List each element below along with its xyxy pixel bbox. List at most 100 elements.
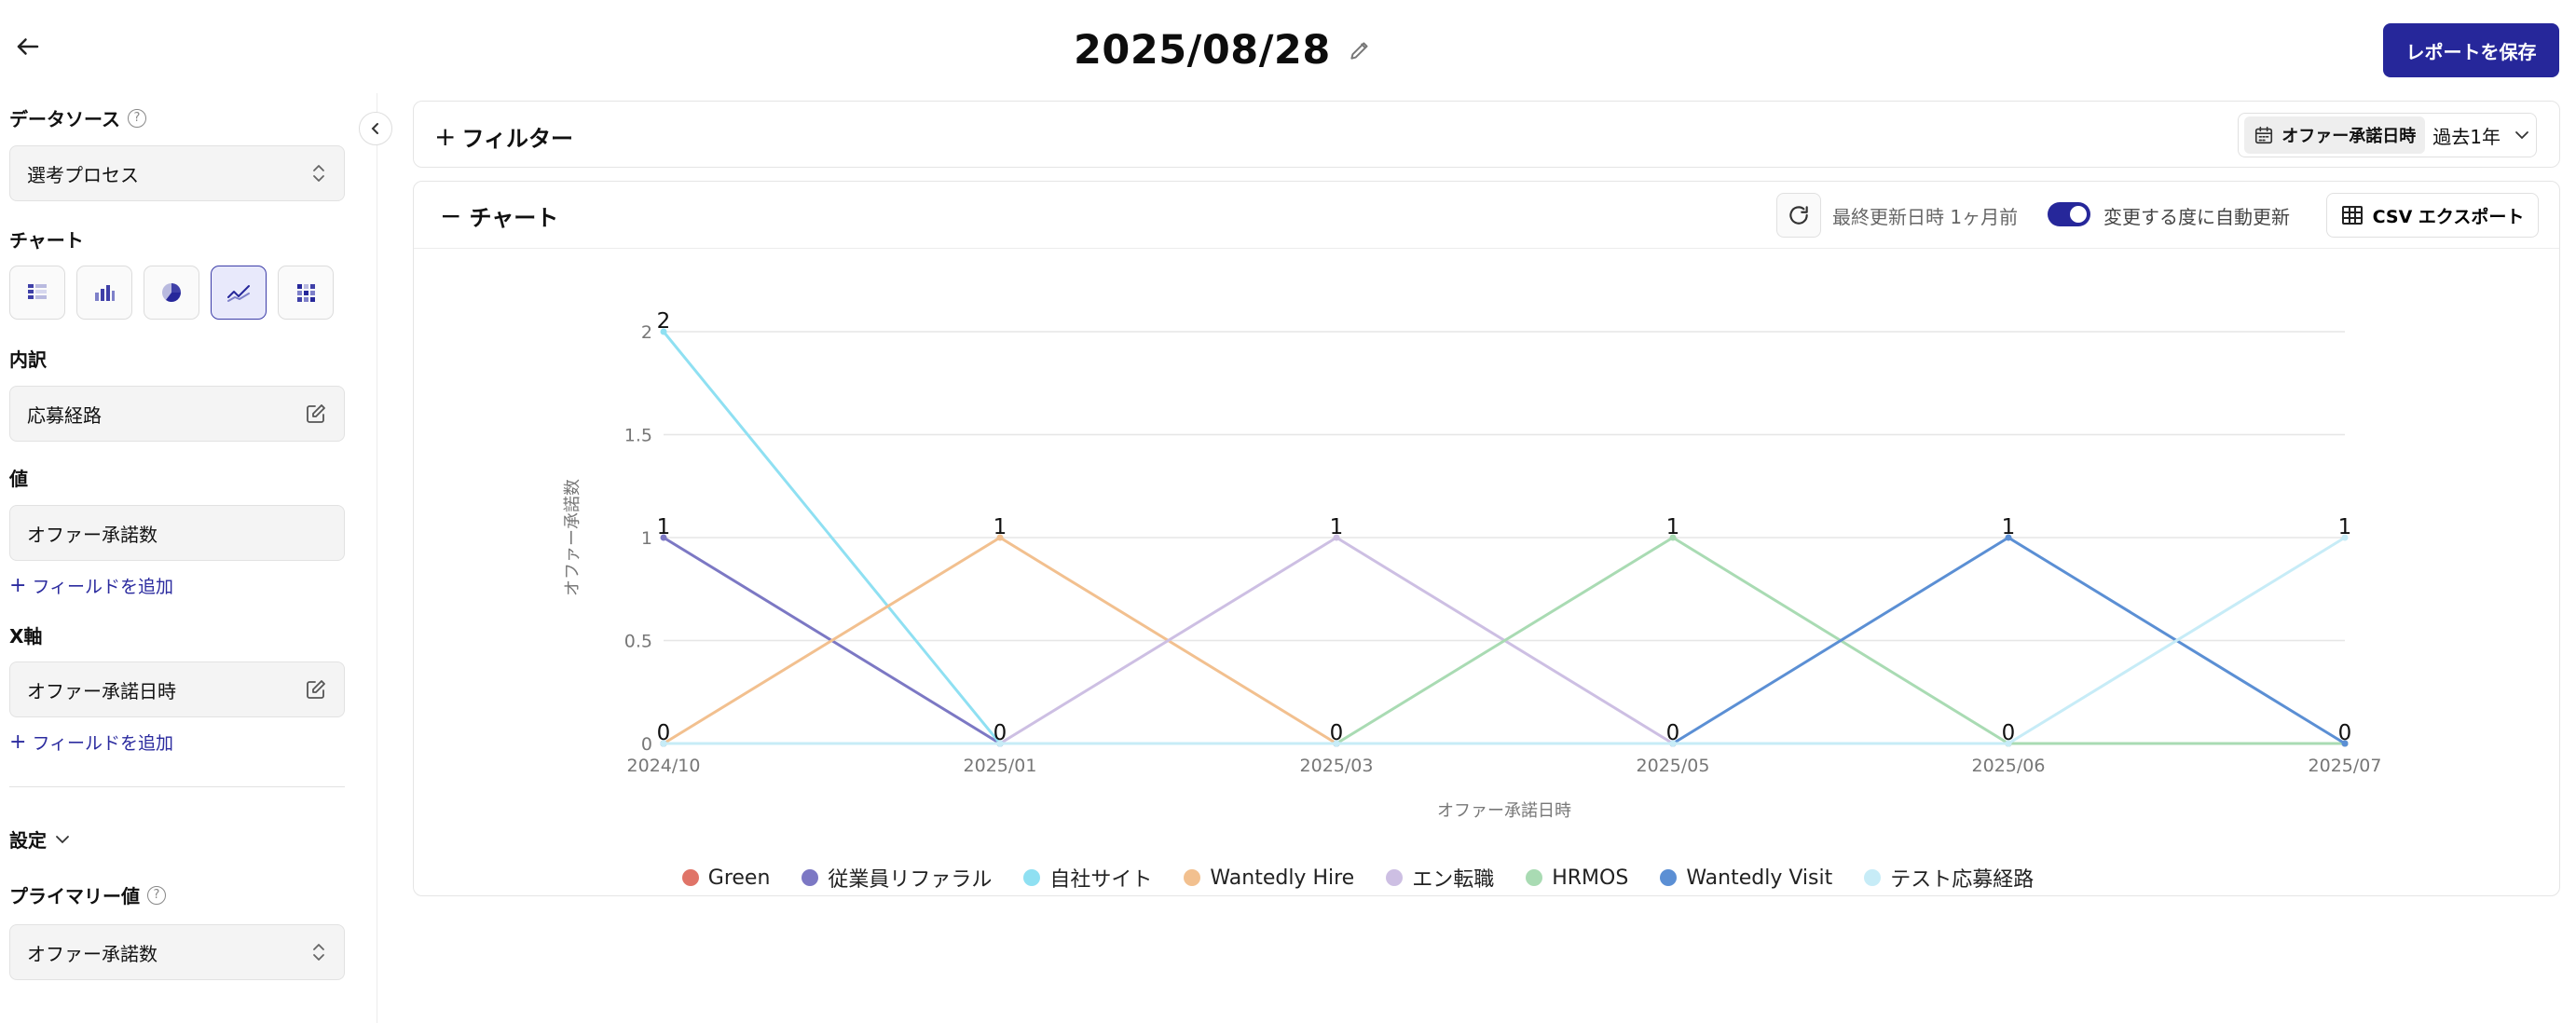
chart-type-table-button[interactable] xyxy=(9,266,65,320)
value-label: 値 xyxy=(9,468,28,490)
breakdown-field[interactable]: 応募経路 xyxy=(9,386,345,442)
breakdown-value: 応募経路 xyxy=(27,403,102,427)
legend-item[interactable]: Green xyxy=(681,863,770,893)
data-point xyxy=(660,534,667,541)
date-field-label: オファー承諾日時 xyxy=(2281,127,2417,146)
auto-update-toggle[interactable] xyxy=(2048,202,2090,226)
chart-type-heatmap-button[interactable] xyxy=(278,266,334,320)
data-label: 1 xyxy=(2338,515,2352,539)
settings-toggle[interactable]: 設定 xyxy=(9,825,71,852)
chart-panel: − チャート 最終更新日時 1ヶ月前 変更する度に自動更新 CSV エクスポート xyxy=(413,181,2560,896)
legend-color-dot xyxy=(1023,869,1041,886)
edit-title-button[interactable] xyxy=(1348,38,1372,62)
chevron-down-icon xyxy=(56,835,69,843)
legend-item[interactable]: 自社サイト xyxy=(1023,863,1152,893)
legend-color-dot xyxy=(1660,869,1678,886)
edit-icon xyxy=(307,680,325,699)
collapse-sidebar-button[interactable] xyxy=(359,112,392,145)
date-field-chip[interactable]: オファー承諾日時 xyxy=(2244,116,2426,154)
data-point xyxy=(1669,534,1677,541)
last-updated-text: 最終更新日時 1ヶ月前 xyxy=(1832,206,2019,228)
refresh-button[interactable] xyxy=(1776,193,1821,238)
help-icon[interactable]: ? xyxy=(128,108,146,128)
filter-label: フィルター xyxy=(461,126,573,152)
legend-label: テスト応募経路 xyxy=(1890,868,2035,892)
data-label: 1 xyxy=(1666,515,1680,539)
help-icon[interactable]: ? xyxy=(147,885,166,905)
x-tick-label: 2025/06 xyxy=(1972,756,2046,776)
data-point xyxy=(1333,534,1340,541)
table-icon xyxy=(2341,206,2363,225)
chart-label: チャート xyxy=(9,229,84,252)
csv-export-button[interactable]: CSV エクスポート xyxy=(2326,193,2539,238)
chart-legend: Green 従業員リファラル 自社サイト Wantedly Hire エン転職 HRMOS… xyxy=(0,863,2576,893)
x-axis-label: オファー承諾日時 xyxy=(1437,801,1571,821)
date-range-value: 過去1年 xyxy=(2432,125,2501,148)
plus-icon: + xyxy=(9,730,27,754)
x-tick-label: 2024/10 xyxy=(627,756,701,776)
legend-color-dot xyxy=(1184,869,1201,886)
back-button[interactable] xyxy=(7,26,48,67)
add-value-field-link[interactable]: + フィールドを追加 xyxy=(9,573,173,598)
table-chart-icon xyxy=(28,284,47,299)
xaxis-field[interactable]: オファー承諾日時 xyxy=(9,662,345,717)
data-label: 0 xyxy=(657,721,671,745)
auto-update-label: 変更する度に自動更新 xyxy=(2103,206,2290,228)
legend-item[interactable]: HRMOS xyxy=(1526,863,1628,893)
datasource-section-label: データソース ? xyxy=(9,104,146,131)
add-field-label: フィールドを追加 xyxy=(32,577,174,597)
chevron-down-icon xyxy=(2515,131,2528,140)
toggle-knob xyxy=(2070,206,2087,223)
chart-type-selector xyxy=(9,266,334,320)
add-xaxis-field-link[interactable]: + フィールドを追加 xyxy=(9,730,173,755)
legend-label: エン転職 xyxy=(1412,868,1495,892)
refresh-icon xyxy=(1789,206,1808,225)
chart-type-line-button[interactable] xyxy=(211,266,267,320)
add-filter-button[interactable]: + フィルター xyxy=(434,120,573,153)
legend-item[interactable]: Wantedly Visit xyxy=(1660,863,1832,893)
date-filter[interactable]: オファー承諾日時 過去1年 xyxy=(2238,113,2537,157)
legend-label: Wantedly Hire xyxy=(1210,866,1355,890)
y-tick-label: 2 xyxy=(641,322,652,343)
legend-item[interactable]: 従業員リファラル xyxy=(802,863,992,893)
data-point xyxy=(2341,534,2349,541)
datasource-select[interactable]: 選考プロセス xyxy=(9,145,345,201)
x-tick-label: 2025/07 xyxy=(2309,756,2382,776)
settings-label: 設定 xyxy=(9,829,47,852)
legend-item[interactable]: Wantedly Hire xyxy=(1184,863,1354,893)
collapse-chart-button[interactable]: − チャート xyxy=(440,199,558,232)
calendar-icon xyxy=(2255,126,2273,144)
value-section-label: 値 xyxy=(9,464,28,491)
chart-type-pie-button[interactable] xyxy=(144,266,199,320)
minus-icon: − xyxy=(440,200,462,231)
data-label: 0 xyxy=(2338,721,2352,745)
legend-item[interactable]: エン転職 xyxy=(1386,863,1494,893)
date-range-select[interactable]: 過去1年 xyxy=(2429,122,2530,149)
sidebar-divider xyxy=(9,786,345,787)
data-point xyxy=(660,740,667,747)
data-label: 2 xyxy=(657,309,671,334)
value-field[interactable]: オファー承諾数 xyxy=(9,505,345,561)
filter-panel: + フィルター オファー承諾日時 過去1年 xyxy=(413,101,2560,168)
data-label: 0 xyxy=(993,721,1007,745)
pencil-icon xyxy=(1350,42,1368,60)
legend-item[interactable]: テスト応募経路 xyxy=(1864,863,2034,893)
data-point xyxy=(1669,740,1677,747)
plus-icon: + xyxy=(434,121,457,152)
chevron-up-down-icon xyxy=(313,944,324,961)
add-field-label: フィールドを追加 xyxy=(32,733,174,754)
legend-color-dot xyxy=(1864,869,1882,886)
xaxis-value: オファー承諾日時 xyxy=(27,679,176,702)
heatmap-chart-icon xyxy=(297,284,315,302)
chart-type-bar-button[interactable] xyxy=(76,266,132,320)
line-chart-icon xyxy=(227,285,250,302)
data-label: 0 xyxy=(1330,721,1344,745)
primary-section-label: プライマリー値 ? xyxy=(9,881,166,908)
datasource-value: 選考プロセス xyxy=(27,163,139,186)
page-title: 2025/08/28 xyxy=(1074,27,1331,74)
edit-icon xyxy=(307,404,325,423)
primary-value-select[interactable]: オファー承諾数 xyxy=(9,924,345,980)
xaxis-label: X軸 xyxy=(9,625,43,648)
primary-value: オファー承諾数 xyxy=(27,942,158,965)
save-report-button[interactable]: レポートを保存 xyxy=(2383,23,2559,77)
